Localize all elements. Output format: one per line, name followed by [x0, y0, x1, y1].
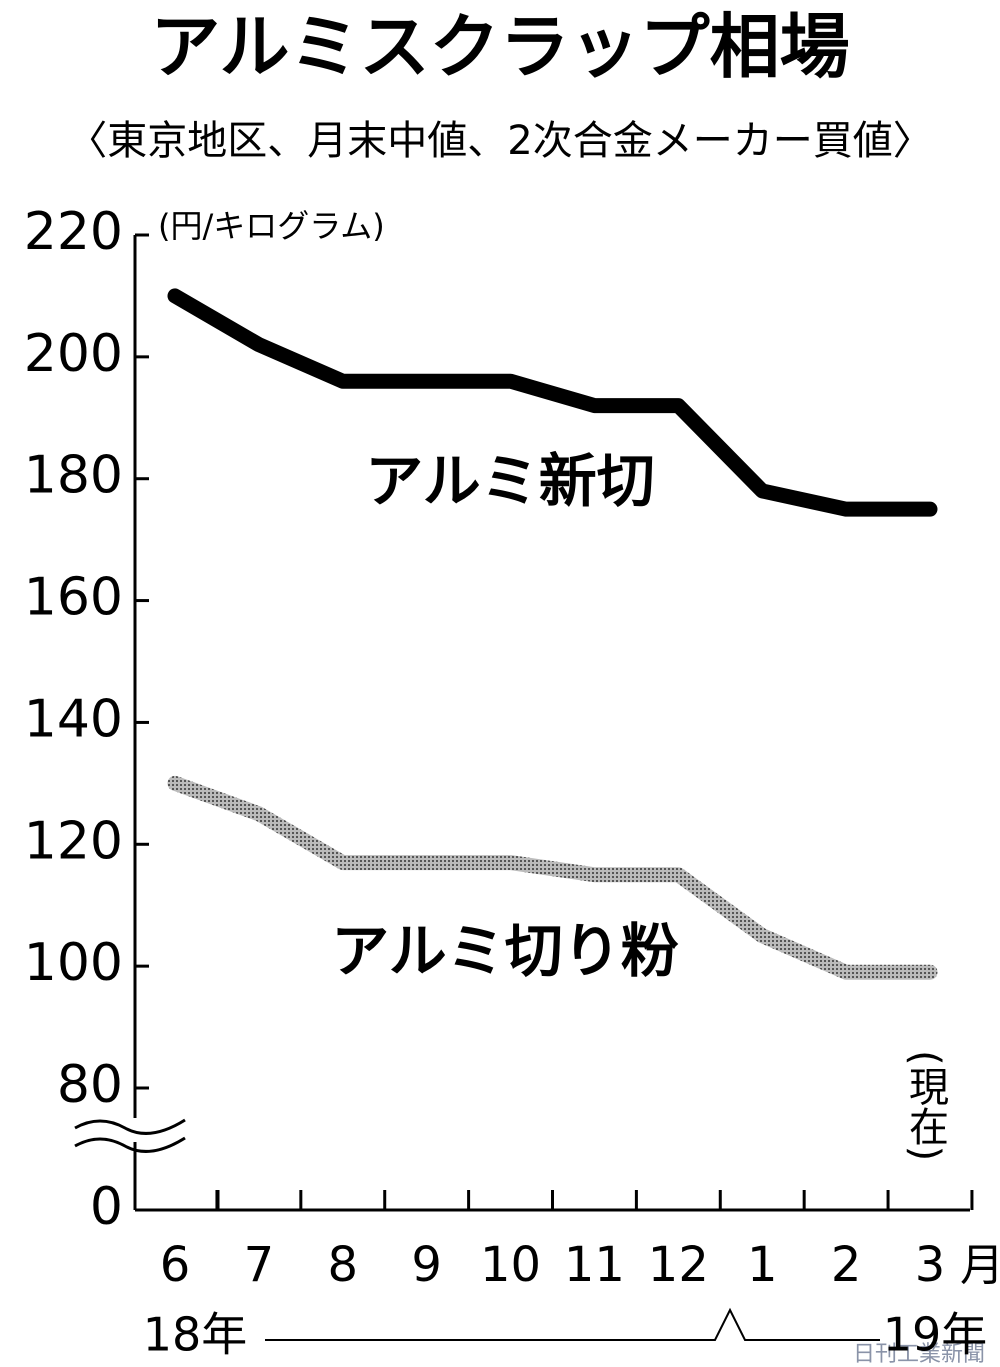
y-tick-label: 80 — [57, 1055, 123, 1115]
y-axis-label: (円/キログラム) — [158, 207, 385, 245]
y-tick-label: 180 — [24, 446, 123, 506]
y-tick-label: 0 — [90, 1177, 123, 1237]
annotation: (現在) — [902, 1050, 948, 1161]
year-label: 18年 — [143, 1308, 248, 1362]
series-label: アルミ切り粉 — [331, 917, 678, 985]
y-tick-label: 140 — [24, 689, 123, 749]
year-label: 19年 — [883, 1308, 988, 1362]
y-tick-label: 120 — [24, 811, 123, 871]
x-tick-label: 9 — [411, 1237, 442, 1293]
watermark: 日刊工業新聞 — [853, 1342, 985, 1367]
y-tick-label: 200 — [24, 324, 123, 384]
chart-subtitle: 〈東京地区、月末中値、2次合金メーカー買値〉 — [67, 118, 932, 164]
y-tick-label: 160 — [24, 568, 123, 628]
x-tick-label: 7 — [244, 1237, 275, 1293]
y-tick-label: 220 — [24, 202, 123, 262]
y-tick-label: 100 — [24, 933, 123, 993]
series-label: アルミ新切 — [365, 447, 654, 515]
axis-break — [74, 1118, 186, 1153]
x-tick-label: 10 — [480, 1237, 541, 1293]
x-tick-label: 2 — [831, 1237, 862, 1293]
x-tick-label: 11 — [564, 1237, 625, 1293]
x-tick-label: 3 — [915, 1237, 946, 1293]
x-tick-label: 12 — [648, 1237, 709, 1293]
series-line — [167, 288, 938, 517]
year-divider — [265, 1307, 880, 1341]
series-line — [167, 775, 938, 980]
x-tick-label: 8 — [328, 1237, 359, 1293]
axis-break-gap — [129, 1118, 141, 1142]
x-tick-label: 6 — [160, 1237, 191, 1293]
chart-title: アルミスクラップ相場 — [150, 6, 849, 88]
x-tick-label: 1 — [747, 1237, 778, 1293]
x-unit: 月 — [960, 1240, 1000, 1291]
